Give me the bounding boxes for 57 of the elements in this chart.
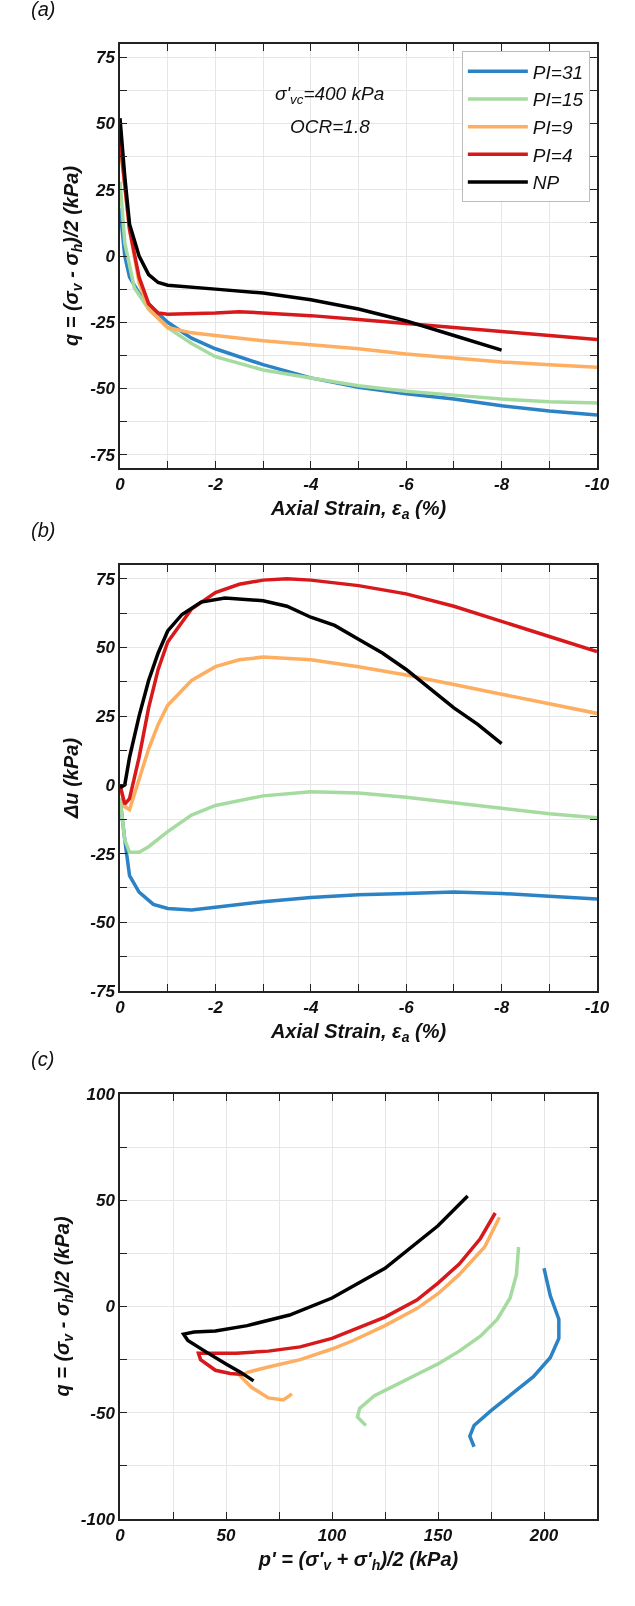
annotation: σ'$_{vc}$=400 kPa (275, 83, 385, 107)
x-tick-label: 100 (317, 1526, 347, 1546)
y-tick-label: 50 (95, 114, 116, 134)
chart-title: (c) (31, 1048, 55, 1070)
line-series (120, 116, 504, 352)
x-tick-label: 150 (423, 1526, 453, 1546)
line-series (355, 1245, 521, 1428)
legend-label: PI=4 (532, 144, 573, 166)
y-tick-label: -25 (90, 313, 116, 333)
y-tick-label: 25 (94, 180, 116, 200)
y-tick-label: -50 (90, 1403, 116, 1423)
y-tick-label: 100 (86, 1084, 116, 1104)
chart-title: (a) (31, 0, 56, 20)
legend-label: PI=15 (532, 89, 584, 111)
y-tick-label: 50 (95, 638, 116, 658)
y-axis-title: Δu (kPa) (60, 737, 83, 820)
y-tick-label: -25 (90, 844, 116, 864)
line-series (120, 596, 504, 790)
legend-label: NP (532, 172, 560, 194)
x-axis-title: p' = (σ'$_{v}$ + σ'$_{h}$)/2 (kPa) (257, 1548, 459, 1574)
y-tick-label: 0 (105, 1297, 116, 1317)
x-tick-label: -8 (494, 998, 510, 1018)
chart-title: (b) (31, 519, 56, 541)
line-series (120, 655, 597, 812)
y-tick-label: 50 (95, 1191, 116, 1211)
y-tick-label: 75 (95, 48, 116, 68)
legend-label: PI=31 (532, 61, 584, 83)
legend-label: PI=9 (532, 117, 573, 139)
y-tick-label: 0 (105, 246, 116, 266)
x-tick-label: -10 (584, 475, 610, 495)
line-series (181, 1194, 470, 1383)
line-series (196, 1211, 497, 1377)
x-tick-label: -10 (584, 998, 610, 1018)
x-tick-label: -8 (494, 475, 510, 495)
x-tick-label: -6 (398, 475, 415, 495)
x-axis-title: Axial Strain, ε$_{a}$ (%) (269, 497, 447, 523)
y-tick-label: -75 (90, 445, 116, 465)
x-tick-label: -2 (207, 998, 224, 1018)
y-tick-label: -50 (90, 913, 116, 933)
line-series (120, 789, 597, 854)
line-series (468, 1266, 561, 1449)
x-axis-title: Axial Strain, ε$_{a}$ (%) (269, 1020, 447, 1046)
y-tick-label: -75 (90, 981, 116, 1001)
line-series (239, 1215, 502, 1402)
x-tick-label: -2 (207, 475, 224, 495)
x-tick-label: -4 (303, 475, 319, 495)
x-tick-label: 200 (528, 1526, 559, 1546)
y-tick-label: 0 (105, 775, 116, 795)
y-tick-label: 25 (94, 707, 116, 727)
x-tick-label: -6 (398, 998, 415, 1018)
y-tick-label: -100 (80, 1509, 116, 1529)
x-tick-label: -4 (303, 998, 319, 1018)
x-tick-label: 50 (216, 1526, 236, 1546)
annotation: OCR=1.8 (290, 116, 371, 137)
line-series (120, 576, 597, 806)
y-tick-label: -50 (90, 379, 116, 399)
y-tick-label: 75 (95, 569, 116, 589)
